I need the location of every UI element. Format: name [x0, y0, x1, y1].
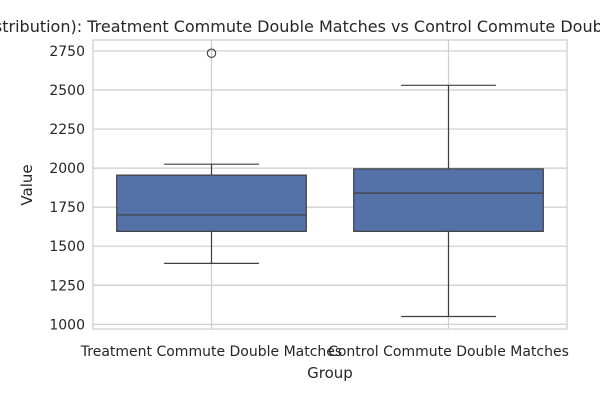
iqr-box	[353, 168, 544, 232]
x-axis-label: Group	[307, 364, 353, 382]
boxes-layer	[116, 48, 544, 318]
y-tick-label: 1500	[49, 239, 85, 255]
box-group	[353, 84, 544, 318]
plot-area-frame	[92, 39, 568, 330]
x-tick-label: Control Commute Double Matches	[328, 344, 569, 360]
outlier-point	[206, 48, 217, 59]
y-tick-label: 2750	[49, 44, 85, 60]
y-tick-label: 1750	[49, 200, 85, 216]
x-tick-label: Treatment Commute Double Matches	[80, 344, 342, 360]
box-group	[116, 48, 307, 264]
y-axis-label: Value	[18, 164, 36, 205]
y-tick-label: 2000	[49, 161, 85, 177]
y-tick-label: 1000	[49, 317, 85, 333]
y-tick-label: 2500	[49, 83, 85, 99]
chart-title: (Distribution): Treatment Commute Double…	[0, 17, 600, 36]
x-tick-labels: Treatment Commute Double MatchesControl …	[80, 344, 569, 360]
y-tick-labels: 1000 1250 1500 1750 2000 2250 2500 2750	[49, 44, 85, 333]
iqr-box	[116, 174, 307, 232]
y-tick-label: 2250	[49, 122, 85, 138]
y-tick-label: 1250	[49, 278, 85, 294]
